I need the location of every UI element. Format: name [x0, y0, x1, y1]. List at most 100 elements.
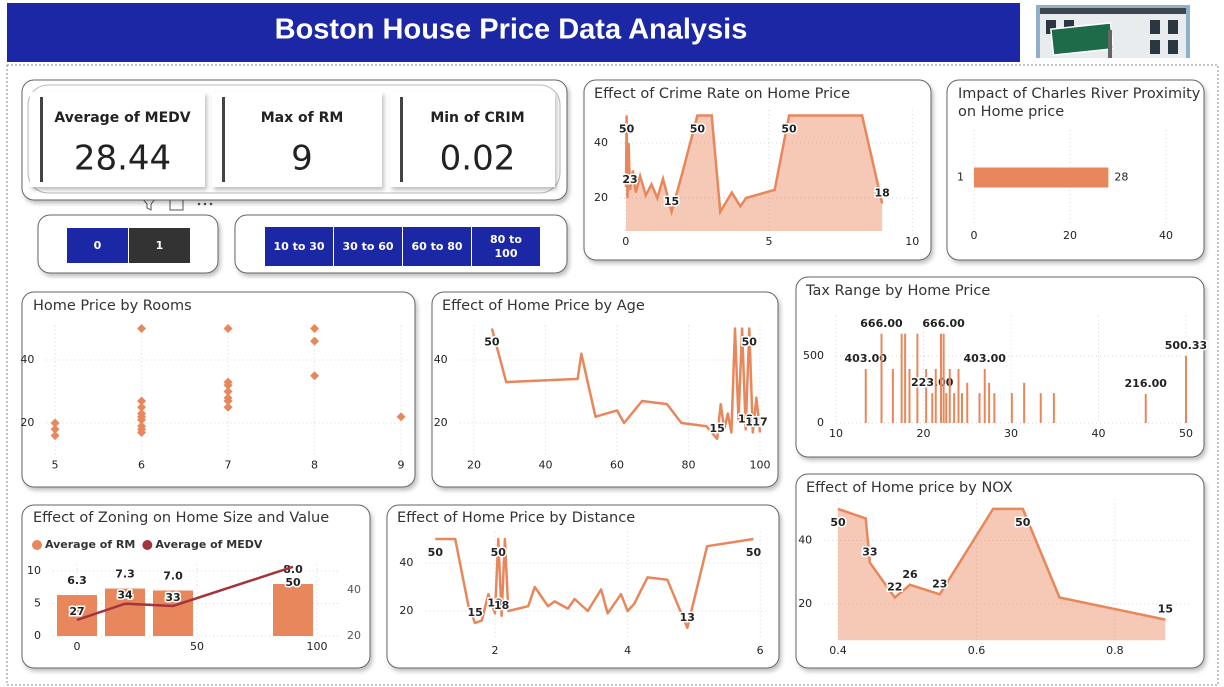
slicer-button[interactable]: 80 to 100 — [472, 227, 540, 266]
scatter-point — [137, 324, 147, 334]
chart-panel — [386, 504, 780, 669]
x-tick-label: 5 — [52, 459, 59, 472]
bar — [908, 368, 911, 423]
kpi-value: 0.02 — [440, 139, 516, 179]
data-label: 22 — [887, 580, 902, 593]
bar — [931, 393, 934, 423]
house-image — [1036, 5, 1190, 58]
x-tick-label: 0 — [622, 235, 629, 248]
data-label: 50 — [781, 123, 797, 136]
chart-panel — [583, 79, 932, 261]
x-tick-label: 9 — [398, 459, 405, 472]
data-label: 6.3 — [67, 574, 87, 587]
chart-title: Effect of Home Price by Age — [442, 298, 645, 314]
x-tick-label: 20 — [1063, 229, 1077, 242]
line — [76, 565, 294, 622]
line — [435, 537, 754, 630]
data-label: 15 — [1158, 603, 1173, 616]
header-title: Boston House Price Data Analysis — [275, 14, 748, 46]
bar — [900, 333, 903, 423]
kpi-accent — [400, 97, 403, 182]
bar — [1023, 382, 1026, 423]
kpi-value: 9 — [291, 139, 313, 179]
x-tick-label: 0 — [971, 229, 978, 242]
x-tick-label: 30 — [1004, 427, 1018, 440]
x-tick-label: 100 — [750, 459, 771, 472]
data-label: 50 — [1015, 516, 1031, 529]
legend-marker — [32, 540, 42, 550]
chart-title: Tax Range by Home Price — [806, 283, 991, 299]
x-tick-label: 0.4 — [829, 644, 847, 657]
slicer-button[interactable]: 60 to 80 — [403, 227, 471, 266]
kpi-label: Max of RM — [261, 110, 344, 126]
data-label: 15 — [467, 606, 482, 619]
scatter-point — [310, 324, 320, 334]
chart-title: Impact of Charles River Proximity on Hom… — [958, 86, 1201, 120]
data-label: 18 — [494, 599, 509, 612]
y-tick-label: 10 — [27, 564, 41, 577]
page-border — [6, 64, 1219, 686]
bar — [153, 590, 193, 636]
bar — [880, 333, 883, 423]
chart-panel — [795, 276, 1205, 458]
scatter-point — [223, 402, 233, 412]
data-label: 19 — [487, 596, 502, 609]
bar — [942, 333, 945, 423]
legend-label: Average of RM — [45, 538, 135, 551]
bar — [105, 588, 145, 636]
more-options-icon[interactable] — [197, 202, 213, 206]
y-tick-label: 0 — [34, 629, 41, 642]
x-tick-label: 0.6 — [968, 644, 986, 657]
y-tick-label: 20 — [399, 604, 413, 617]
data-label: 33 — [862, 546, 877, 559]
slicer-button[interactable]: 0 — [67, 228, 128, 263]
bar — [925, 368, 928, 423]
chart-panel — [431, 291, 779, 488]
x-tick-label: 0.8 — [1106, 644, 1124, 657]
scatter-point — [223, 324, 233, 334]
slicer-button[interactable]: 30 to 60 — [334, 227, 402, 266]
bar — [966, 382, 969, 423]
data-label: 50 — [830, 516, 846, 529]
bar — [948, 368, 951, 423]
scatter-point — [310, 336, 320, 346]
y-tick-label: 0 — [817, 416, 824, 429]
data-label: 7.0 — [163, 570, 183, 583]
x-tick-label: 5 — [766, 235, 773, 248]
data-label: 28 — [1114, 171, 1128, 184]
y-tick-label: 20 — [434, 416, 448, 429]
x-tick-label: 10 — [829, 427, 843, 440]
y-tick-label: 20 — [798, 597, 812, 610]
data-label: 23 — [622, 173, 637, 186]
y-tick-label: 20 — [20, 416, 34, 429]
scatter-point — [137, 396, 147, 406]
y-tick-label: 40 — [434, 353, 448, 366]
data-label: 18 — [738, 412, 753, 425]
y-tick-label: 5 — [34, 597, 41, 610]
data-label: 15 — [664, 195, 679, 208]
bar — [940, 333, 942, 423]
bar — [1010, 393, 1013, 423]
bar — [864, 368, 867, 423]
kpi-card — [212, 92, 382, 187]
kpi-card — [30, 92, 205, 187]
bar — [934, 368, 937, 423]
chart-title: Effect of Crime Rate on Home Price — [594, 86, 851, 102]
slicer-button[interactable]: 10 to 30 — [265, 227, 333, 266]
scatter-point — [50, 424, 60, 434]
bar — [1185, 355, 1187, 423]
x-tick-label: 8 — [311, 459, 318, 472]
y2-tick-label: 40 — [347, 583, 361, 596]
scatter-point — [223, 387, 233, 397]
area-line — [624, 114, 884, 217]
data-label: 34 — [117, 589, 133, 602]
slicer-button[interactable]: 1 — [129, 228, 190, 263]
x-tick-label: 40 — [1092, 427, 1106, 440]
data-label: 15 — [709, 422, 724, 435]
x-tick-label: 2 — [492, 644, 499, 657]
category-label: 1 — [957, 171, 964, 184]
y-tick-label: 40 — [20, 353, 34, 366]
x-tick-label: 4 — [624, 644, 631, 657]
x-tick-label: 20 — [467, 459, 481, 472]
